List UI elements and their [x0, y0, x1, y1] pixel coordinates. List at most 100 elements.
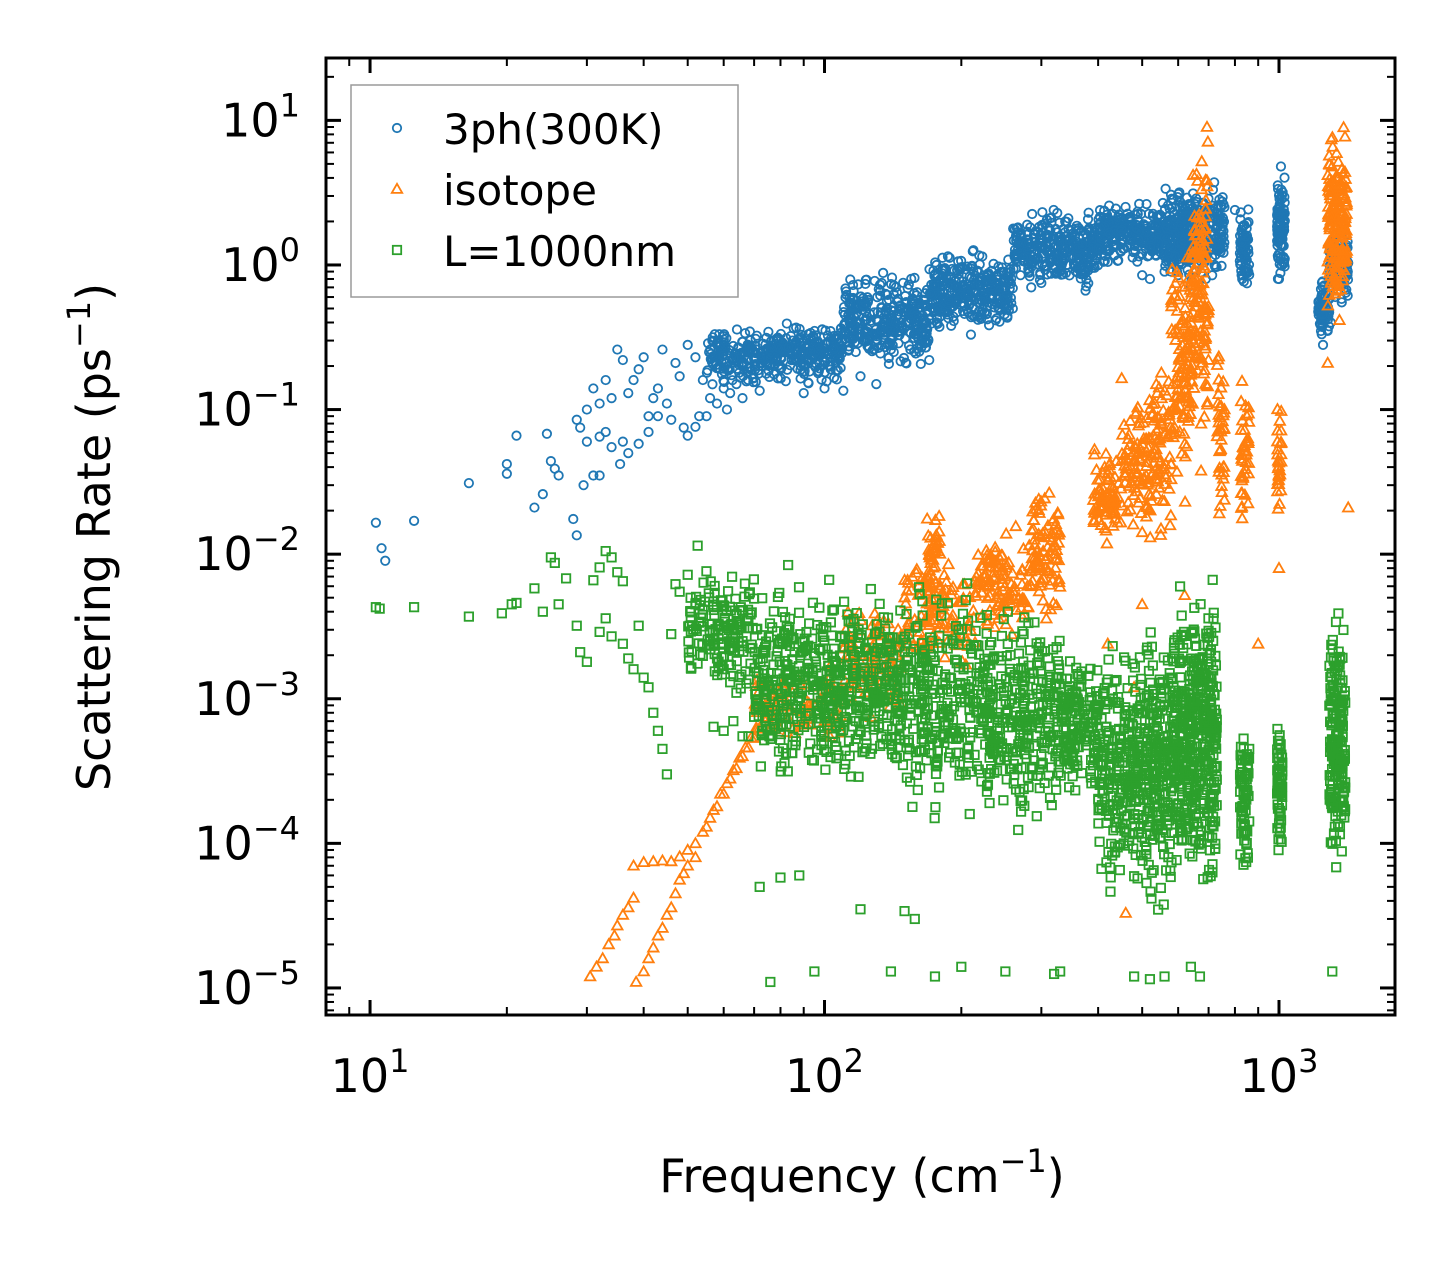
- isotope-point: [1185, 292, 1200, 305]
- isotope-point: [680, 842, 695, 855]
- isotope-point: [1147, 455, 1161, 468]
- l-1000nm-point: [725, 643, 736, 654]
- l-1000nm-point: [709, 587, 720, 599]
- isotope-point: [1049, 598, 1064, 611]
- isotope-point: [1149, 487, 1164, 499]
- isotope-point: [1150, 386, 1164, 398]
- l-1000nm-point: [832, 705, 844, 716]
- 3ph-300k-point: [661, 398, 673, 409]
- series-square: [370, 540, 1351, 988]
- 3ph-300k-point: [934, 321, 945, 332]
- isotope-point: [937, 617, 952, 629]
- 3ph-300k-point: [537, 489, 548, 500]
- isotope-point: [660, 907, 674, 920]
- 3ph-300k-point: [931, 259, 942, 271]
- 3ph-300k-point: [1080, 285, 1091, 296]
- l-1000nm-point: [944, 709, 955, 721]
- isotope-point: [1211, 352, 1225, 365]
- l-1000nm-point: [886, 744, 897, 755]
- 3ph-300k-point: [861, 336, 872, 347]
- isotope-point: [1187, 264, 1201, 277]
- isotope-point: [992, 550, 1006, 562]
- isotope-point: [1164, 293, 1179, 305]
- isotope-point: [1099, 507, 1113, 520]
- 3ph-300k-point: [878, 267, 889, 279]
- 3ph-300k-point: [1135, 208, 1147, 220]
- isotope-point: [1197, 409, 1212, 422]
- isotope-point: [1049, 546, 1063, 559]
- 3ph-300k-point: [1174, 226, 1185, 238]
- isotope-point: [1214, 479, 1229, 491]
- l-1000nm-point: [803, 640, 814, 651]
- isotope-point: [1241, 406, 1256, 419]
- l-1000nm-point: [910, 761, 921, 772]
- 3ph-300k-point: [1064, 252, 1076, 263]
- isotope-point: [629, 974, 643, 987]
- l-1000nm-point: [933, 782, 945, 793]
- isotope-point: [1189, 350, 1204, 362]
- 3ph-300k-point: [1211, 239, 1222, 250]
- isotope-point: [1042, 485, 1056, 498]
- l-1000nm-point: [683, 636, 694, 647]
- l-1000nm-point: [804, 690, 815, 701]
- l-1000nm-point: [939, 737, 950, 749]
- l-1000nm-point: [686, 663, 697, 674]
- l-1000nm-point: [918, 656, 929, 667]
- isotope-point: [1190, 328, 1204, 341]
- l-1000nm-point: [787, 684, 798, 695]
- 3ph-300k-point: [839, 326, 850, 338]
- l-1000nm-point: [921, 755, 932, 766]
- l-1000nm-point: [970, 625, 981, 636]
- isotope-point: [1241, 466, 1256, 479]
- l-1000nm-point: [716, 669, 728, 680]
- 3ph-300k-point: [794, 323, 805, 335]
- 3ph-300k-point: [876, 324, 887, 335]
- l-1000nm-point: [877, 738, 888, 749]
- l-1000nm-point: [904, 698, 916, 710]
- 3ph-300k-point: [1131, 232, 1143, 244]
- isotope-point: [1005, 627, 1019, 640]
- isotope-point: [1164, 508, 1178, 521]
- 3ph-300k-point: [739, 328, 751, 339]
- l-1000nm-point: [928, 651, 939, 663]
- l-1000nm-point: [966, 766, 977, 777]
- 3ph-300k-point: [892, 310, 903, 321]
- isotope-point: [1025, 574, 1040, 586]
- l-1000nm-point: [830, 657, 841, 668]
- isotope-point: [1154, 521, 1168, 534]
- isotope-point: [1236, 440, 1251, 453]
- isotope-point: [655, 853, 670, 866]
- isotope-point: [1024, 523, 1039, 536]
- 3ph-300k-point: [709, 329, 720, 340]
- 3ph-300k-point: [1058, 247, 1069, 258]
- isotope-point: [1177, 426, 1191, 439]
- isotope-point: [1214, 467, 1229, 480]
- isotope-point: [979, 577, 994, 590]
- l-1000nm-point: [755, 761, 766, 772]
- l-1000nm-point: [969, 749, 980, 760]
- 3ph-300k-point: [775, 373, 786, 384]
- isotope-point: [921, 569, 935, 582]
- isotope-point: [1184, 272, 1199, 285]
- l-1000nm-point: [945, 747, 956, 759]
- isotope-point: [1118, 448, 1132, 461]
- isotope-point: [1241, 400, 1256, 413]
- 3ph-300k-point: [869, 307, 880, 318]
- isotope-point: [1157, 383, 1172, 396]
- 3ph-300k-point: [1132, 256, 1143, 267]
- isotope-point: [1338, 129, 1352, 142]
- isotope-point: [999, 526, 1013, 539]
- isotope-point: [928, 586, 942, 599]
- isotope-point: [672, 872, 687, 885]
- isotope-point: [1190, 173, 1205, 186]
- 3ph-300k-point: [501, 468, 512, 479]
- l-1000nm-point: [840, 664, 851, 676]
- 3ph-300k-point: [1109, 240, 1120, 252]
- 3ph-300k-point: [529, 502, 540, 513]
- l-1000nm-point: [885, 633, 896, 644]
- l-1000nm-point: [970, 695, 981, 707]
- isotope-point: [932, 509, 946, 521]
- 3ph-300k-point: [888, 346, 899, 358]
- isotope-point: [1147, 441, 1162, 454]
- 3ph-300k-point: [906, 297, 917, 308]
